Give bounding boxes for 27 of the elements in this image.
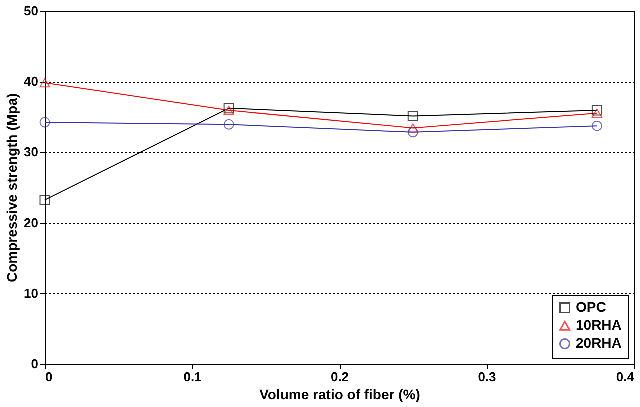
y-tick-label: 0 — [31, 356, 38, 372]
legend-label: 10RHA — [576, 317, 622, 333]
x-tick-label: 0.1 — [184, 370, 202, 384]
point — [592, 108, 602, 118]
point — [408, 127, 418, 138]
point — [40, 117, 50, 128]
y-axis-title: Compressive strength (Mpa) — [4, 93, 20, 283]
point — [592, 105, 602, 116]
legend-label: 20RHA — [576, 335, 622, 351]
point — [40, 78, 50, 88]
x-tick-label: 0 — [46, 370, 53, 384]
x-axis-title: Volume ratio of fiber (%) — [260, 386, 420, 402]
point — [40, 194, 50, 206]
y-tick-label: 50 — [24, 4, 38, 18]
point — [224, 106, 234, 116]
y-tick-label: 40 — [24, 74, 38, 90]
x-tick-label: 0.2 — [330, 370, 350, 384]
point — [408, 124, 418, 133]
x-tick-label: 0.4 — [616, 370, 636, 384]
y-tick-label: 10 — [24, 286, 38, 301]
point — [408, 110, 418, 122]
y-tick-label: 30 — [24, 144, 38, 160]
point — [224, 119, 234, 130]
y-tick-label: 20 — [24, 215, 38, 230]
point — [592, 120, 602, 132]
legend-label: OPC — [576, 299, 606, 315]
x-tick-label: 0.3 — [478, 370, 496, 384]
